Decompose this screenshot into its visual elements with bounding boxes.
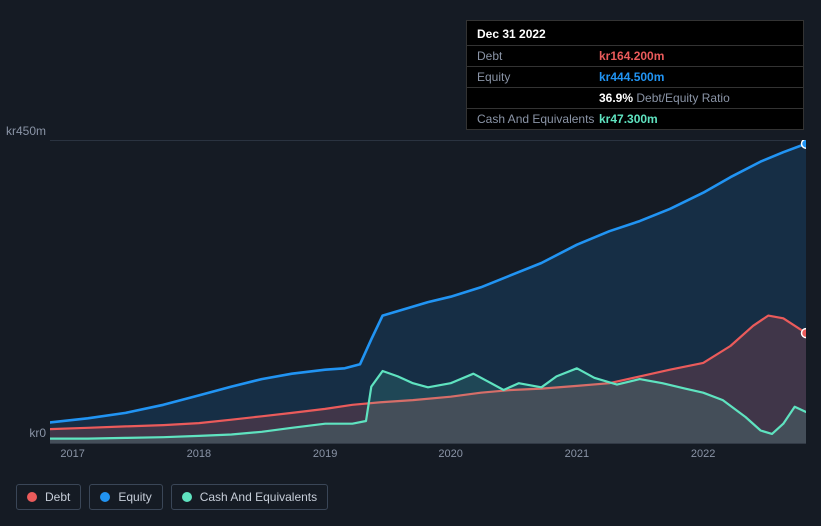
tooltip-date: Dec 31 2022: [467, 21, 803, 45]
legend-item-equity[interactable]: Equity: [89, 484, 162, 510]
x-axis: 2017 2018 2019 2020 2021 2022: [50, 448, 806, 468]
x-tick: 2020: [438, 448, 462, 460]
x-tick: 2022: [691, 448, 715, 460]
tooltip-row-value: 36.9% Debt/Equity Ratio: [599, 91, 730, 105]
x-tick: 2018: [187, 448, 211, 460]
tooltip-row-label: Debt: [477, 49, 599, 63]
legend-label: Debt: [45, 490, 70, 504]
tooltip-row: Cash And Equivalentskr47.300m: [467, 108, 803, 129]
legend-label: Cash And Equivalents: [200, 490, 317, 504]
tooltip-row-label: [477, 91, 599, 105]
tooltip-row-value: kr444.500m: [599, 70, 664, 84]
tooltip-row-label: Cash And Equivalents: [477, 112, 599, 126]
tooltip-row-label: Equity: [477, 70, 599, 84]
tooltip-row-value: kr164.200m: [599, 49, 664, 63]
tooltip-row: Equitykr444.500m: [467, 66, 803, 87]
legend-dot-icon: [27, 492, 37, 502]
series-end-marker-equity: [802, 140, 807, 148]
x-tick: 2017: [60, 448, 84, 460]
y-axis-top-label: kr450m: [6, 124, 46, 138]
chart-svg: [50, 140, 806, 444]
legend-dot-icon: [182, 492, 192, 502]
chart-plot[interactable]: [50, 140, 806, 444]
y-axis-bottom-label: kr0: [29, 426, 46, 440]
tooltip-rows: Debtkr164.200mEquitykr444.500m36.9% Debt…: [467, 45, 803, 129]
legend: Debt Equity Cash And Equivalents: [16, 484, 328, 510]
legend-label: Equity: [118, 490, 151, 504]
legend-item-debt[interactable]: Debt: [16, 484, 81, 510]
x-tick: 2021: [565, 448, 589, 460]
legend-item-cash[interactable]: Cash And Equivalents: [171, 484, 328, 510]
tooltip-row: Debtkr164.200m: [467, 45, 803, 66]
tooltip-row-value: kr47.300m: [599, 112, 658, 126]
series-end-marker-debt: [802, 329, 807, 338]
chart-tooltip: Dec 31 2022 Debtkr164.200mEquitykr444.50…: [466, 20, 804, 130]
legend-dot-icon: [100, 492, 110, 502]
x-tick: 2019: [313, 448, 337, 460]
tooltip-row: 36.9% Debt/Equity Ratio: [467, 87, 803, 108]
